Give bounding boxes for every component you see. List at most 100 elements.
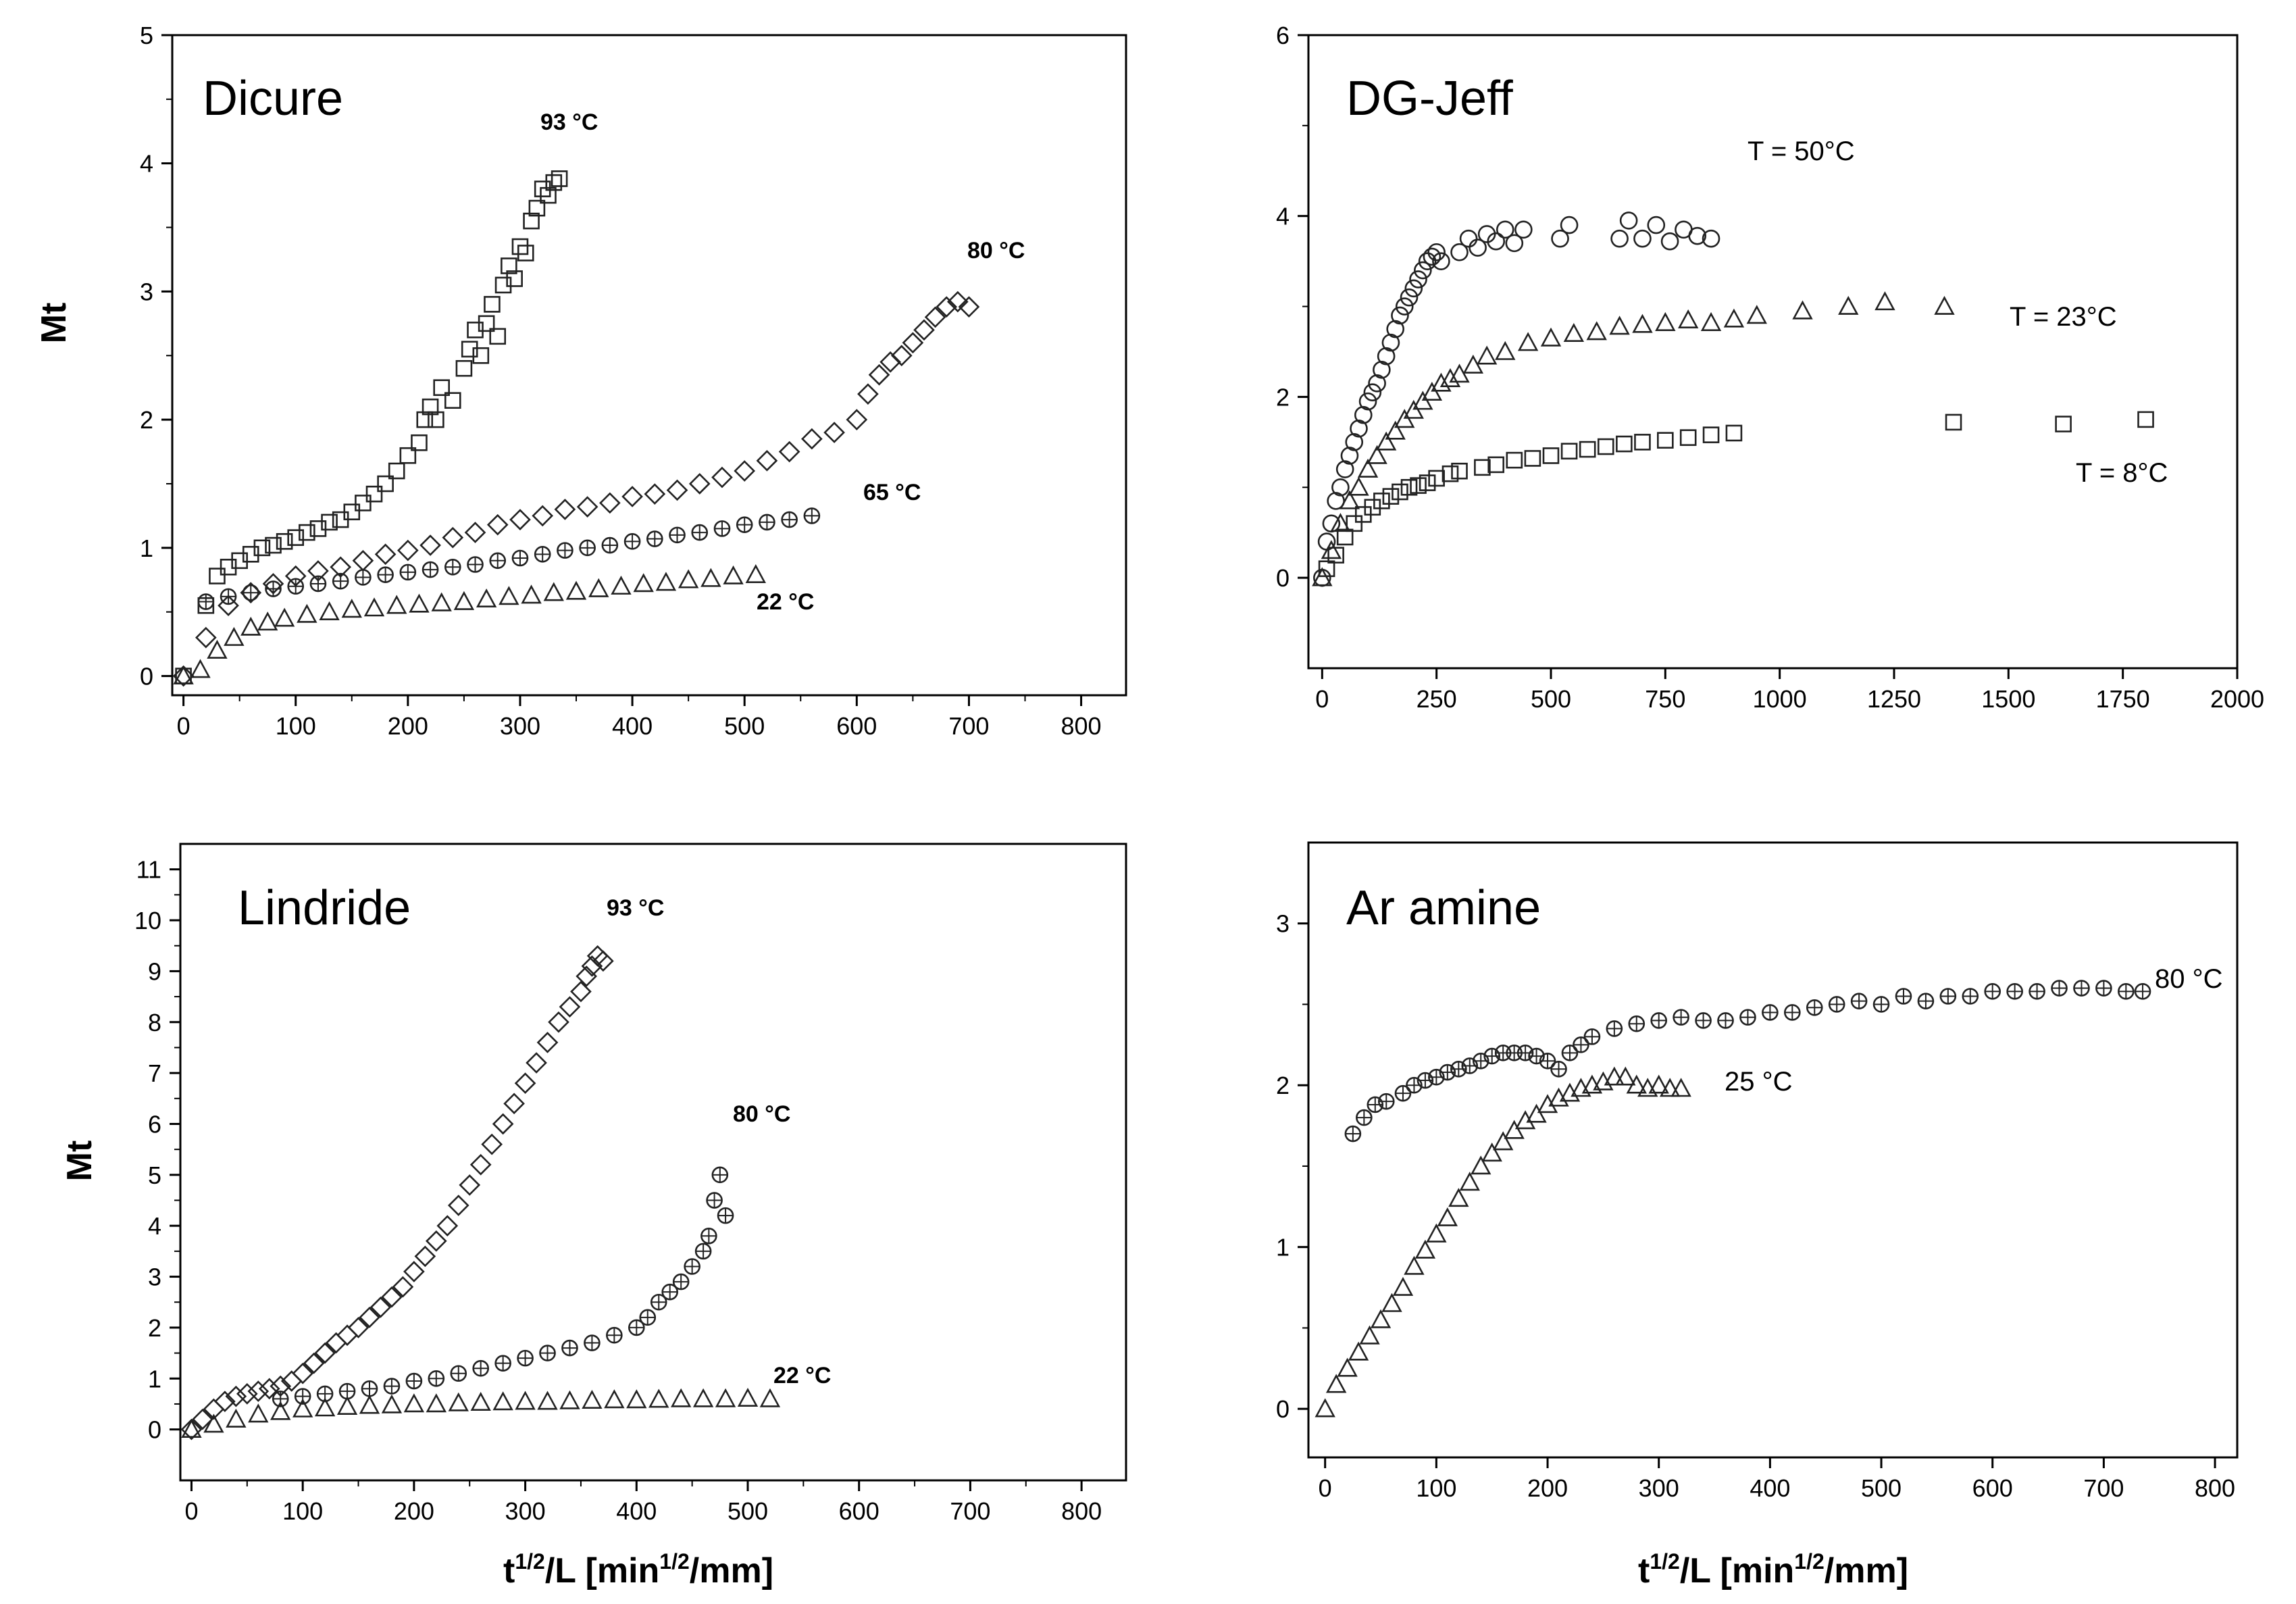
data-point-diamond (436, 1215, 459, 1237)
y-tick-label: 8 (148, 1009, 161, 1036)
y-tick-label: 0 (140, 663, 153, 691)
data-point-crossed-circle (517, 1349, 534, 1367)
data-point-crossed-circle (1650, 1012, 1668, 1029)
data-point-triangle (1357, 458, 1379, 478)
data-point-triangle (1792, 300, 1813, 320)
data-point-triangle (1492, 1131, 1514, 1151)
data-point-triangle (1504, 1120, 1525, 1139)
data-point-crossed-circle (511, 549, 529, 567)
data-point-crossed-circle (557, 542, 573, 559)
data-point-square (501, 257, 517, 274)
data-point-triangle (515, 1390, 536, 1410)
data-point-triangle (1375, 431, 1397, 451)
data-point-triangle (359, 1395, 380, 1414)
data-point-triangle (314, 1397, 336, 1417)
data-point-circle (1350, 419, 1368, 438)
data-point-triangle (409, 593, 430, 613)
x-tick-label: 600 (839, 1497, 879, 1525)
data-point-crossed-circle (759, 513, 775, 531)
data-point-crossed-circle (2006, 983, 2023, 1000)
data-point-triangle (476, 588, 497, 608)
data-point-circle (1427, 243, 1446, 261)
data-point-crossed-circle (1377, 1093, 1395, 1110)
data-point-crossed-circle (684, 1258, 700, 1275)
data-point-crossed-circle (494, 1355, 511, 1372)
data-point-triangle (745, 563, 766, 583)
data-point-diamond (352, 549, 374, 572)
data-point-diamond (936, 296, 958, 318)
label-t8: T = 8°C (2076, 458, 2168, 488)
data-point-circle (1610, 229, 1629, 248)
data-point-crossed-circle (561, 1339, 578, 1357)
label-80c: 80 °C (733, 1101, 790, 1127)
data-point-square (1506, 451, 1523, 469)
data-point-diamond (554, 499, 576, 520)
x-tick-label: 250 (1417, 685, 1457, 713)
data-point-square (494, 276, 512, 294)
data-point-circle (1404, 279, 1423, 298)
data-point-triangle (1431, 372, 1452, 392)
data-point-crossed-circle (1695, 1012, 1712, 1029)
data-point-crossed-circle (444, 558, 461, 576)
data-point-square (1318, 560, 1335, 578)
data-point-square (242, 546, 259, 563)
data-point-square (1364, 499, 1381, 516)
data-point-triangle (274, 607, 295, 627)
data-point-diamond (303, 1352, 325, 1374)
data-point-crossed-circle (646, 530, 663, 547)
label-80c: 80 °C (967, 238, 1025, 264)
data-point-triangle (655, 572, 677, 591)
data-point-diamond (913, 319, 935, 341)
data-point-crossed-circle (601, 536, 619, 554)
data-point-crossed-circle (422, 561, 439, 578)
data-point-circle (1414, 261, 1432, 280)
data-point-diamond (621, 486, 643, 507)
data-point-diamond (823, 422, 845, 443)
data-point-diamond (459, 1174, 481, 1196)
data-point-crossed-circle (579, 539, 596, 557)
x-label-sup: 1/2 (515, 1549, 544, 1574)
data-point-crossed-circle (584, 1334, 601, 1351)
data-point-triangle (297, 603, 317, 623)
data-point-triangle (319, 601, 340, 620)
x-tick-label: 100 (282, 1497, 323, 1525)
data-point-diamond (492, 1113, 514, 1135)
data-point-triangle (1626, 1074, 1647, 1094)
x-tick-label: 400 (1750, 1474, 1790, 1502)
data-point-diamond (532, 505, 554, 527)
data-point-crossed-circle (1406, 1076, 1423, 1094)
data-point-circle (1409, 270, 1427, 289)
data-point-crossed-circle (399, 563, 417, 581)
data-point-circle (1702, 229, 1720, 248)
data-point-square (1616, 435, 1633, 453)
data-point-diamond (559, 996, 581, 1018)
y-tick-label: 3 (1276, 910, 1290, 938)
data-point-triangle (1448, 1188, 1469, 1207)
data-point-triangle (1838, 295, 1859, 315)
data-point-crossed-circle (265, 580, 282, 597)
data-point-triangle (1615, 1066, 1636, 1086)
data-point-diamond (225, 1385, 247, 1407)
data-point-diamond (509, 509, 531, 530)
data-point-circle (1647, 216, 1666, 234)
data-point-square (1336, 528, 1354, 546)
y-tick-label: 0 (1276, 564, 1290, 592)
data-point-triangle (1462, 354, 1484, 374)
data-point-triangle (1414, 1239, 1436, 1259)
x-tick-label: 600 (1972, 1474, 2013, 1502)
x-tick-label: 500 (1531, 685, 1571, 713)
data-point-square (517, 245, 534, 261)
data-point-triangle (403, 1393, 425, 1413)
data-point-circle (1660, 232, 1679, 251)
y-tick-label: 2 (140, 406, 153, 434)
x-tick-label: 0 (177, 712, 190, 740)
data-point-triangle (588, 578, 609, 597)
data-point-circle (1345, 433, 1364, 451)
data-point-triangle (1659, 1078, 1681, 1097)
data-point-diamond (756, 449, 778, 472)
data-point-circle (1619, 211, 1638, 230)
y-tick-label: 6 (1276, 22, 1290, 49)
data-point-triangle (1609, 316, 1630, 335)
x-tick-label: 200 (388, 712, 428, 740)
x-tick-label: 700 (948, 712, 989, 740)
